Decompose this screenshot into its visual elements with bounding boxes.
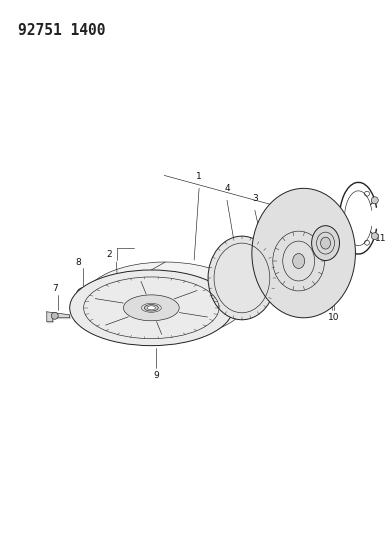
Text: 92751 1400: 92751 1400 — [18, 23, 105, 38]
Circle shape — [371, 197, 378, 204]
Text: 3: 3 — [252, 194, 258, 203]
Text: 4: 4 — [224, 184, 230, 193]
Ellipse shape — [312, 225, 340, 261]
Circle shape — [371, 232, 378, 240]
Circle shape — [51, 312, 58, 319]
Ellipse shape — [293, 254, 305, 269]
Ellipse shape — [144, 304, 158, 311]
Text: 9: 9 — [153, 371, 159, 380]
Ellipse shape — [147, 306, 155, 310]
Ellipse shape — [208, 236, 276, 320]
Ellipse shape — [252, 188, 356, 318]
Ellipse shape — [124, 295, 179, 321]
Text: 11: 11 — [374, 233, 386, 243]
Text: 6: 6 — [318, 199, 323, 208]
Ellipse shape — [84, 262, 247, 338]
Text: 5: 5 — [274, 202, 279, 211]
Text: 1: 1 — [196, 172, 202, 181]
Text: 2: 2 — [107, 249, 112, 259]
Ellipse shape — [321, 237, 330, 249]
Ellipse shape — [70, 270, 233, 345]
Text: 10: 10 — [328, 313, 339, 322]
Text: 7: 7 — [52, 285, 58, 293]
Text: 8: 8 — [76, 257, 81, 266]
Polygon shape — [47, 312, 70, 322]
